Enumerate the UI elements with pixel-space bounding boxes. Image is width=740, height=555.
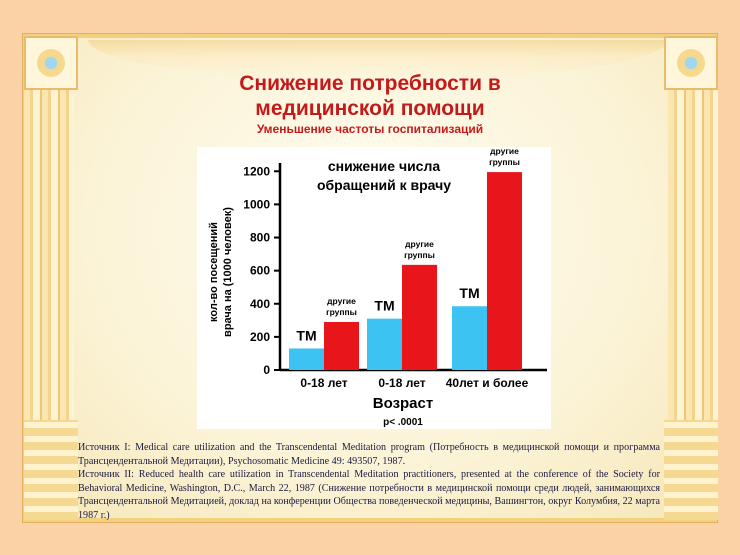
- bar-chart: 0 200 400 600 800 1000 1200 кол-во посещений вра…: [197, 147, 551, 429]
- slide-title-line1: Снижение потребности в: [239, 72, 501, 95]
- bar-label-other-line1: другие: [327, 296, 356, 306]
- sources-block: Источник I: Medical care utilization and…: [78, 441, 660, 523]
- left-pillar-base: [24, 420, 78, 520]
- y-tick-label: 400: [250, 297, 270, 311]
- significance-note: p< .0001: [383, 417, 423, 428]
- source-2: Источник II: Reduced health care utiliza…: [78, 469, 660, 521]
- bar-label-other-line2: группы: [404, 250, 435, 260]
- bar-label-tm: ТМ: [374, 298, 394, 314]
- bar-label-tm: ТМ: [296, 327, 316, 343]
- right-pillar-base: [664, 420, 718, 520]
- y-axis-label-line2: врача на (1000 человек): [222, 207, 234, 337]
- bar-label-other-line1: другие: [405, 239, 434, 249]
- y-tick-label: 0: [263, 363, 270, 377]
- chart-title-line1: снижение числа: [328, 158, 441, 174]
- source-1: Источник I: Medical care utilization and…: [78, 442, 660, 467]
- y-axis-label-line1: кол-во посещений: [208, 222, 220, 322]
- bar-other: [487, 172, 522, 370]
- y-tick-label: 1000: [243, 197, 270, 211]
- y-tick-label: 1200: [243, 164, 270, 178]
- left-ornament-icon: [24, 36, 78, 90]
- bar-label-other-line1: другие: [490, 147, 519, 156]
- slide-title-line2: медицинской помощи: [255, 97, 485, 120]
- chart-title-line2: обращений к врачу: [317, 177, 451, 193]
- bar-tm: [289, 348, 324, 370]
- x-tick-label: 0-18 лет: [300, 376, 347, 390]
- chart-svg: 0 200 400 600 800 1000 1200 кол-во посещений вра…: [208, 147, 547, 428]
- bar-other: [402, 264, 437, 370]
- y-tick-label: 200: [250, 330, 270, 344]
- right-ornament-icon: [664, 36, 718, 90]
- y-tick-label: 800: [250, 231, 270, 245]
- bar-label-tm: ТМ: [459, 285, 479, 301]
- bar-label-other-line2: группы: [489, 157, 520, 167]
- slide-subtitle: Уменьшение частоты госпитализаций: [256, 122, 484, 136]
- bar-other: [324, 321, 359, 370]
- bar-tm: [367, 318, 402, 370]
- y-tick-label: 600: [250, 264, 270, 278]
- bar-label-other-line2: группы: [326, 307, 357, 317]
- x-tick-label: 40лет и более: [446, 376, 529, 390]
- x-axis-label: Возраст: [373, 395, 433, 412]
- bar-tm: [452, 306, 487, 370]
- x-tick-label: 0-18 лет: [378, 376, 425, 390]
